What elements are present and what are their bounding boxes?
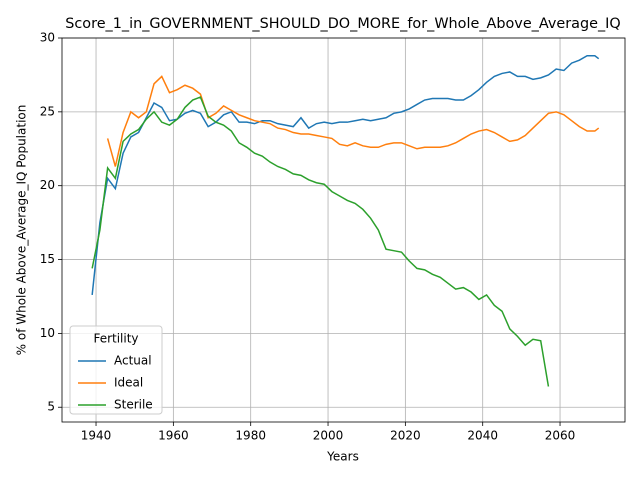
y-tick-label: 30 (40, 31, 55, 45)
x-tick-label: 2040 (467, 429, 498, 443)
x-tick-label: 2060 (545, 429, 576, 443)
y-tick-label: 10 (40, 326, 55, 340)
legend-label: Ideal (114, 376, 143, 390)
legend-label: Sterile (114, 398, 153, 412)
y-tick-label: 25 (40, 104, 55, 118)
x-axis-label: Years (326, 450, 359, 464)
legend-label: Actual (114, 354, 152, 368)
y-tick-label: 20 (40, 178, 55, 192)
x-tick-label: 1940 (81, 429, 112, 443)
line-series (91, 96, 550, 387)
y-axis-label: % of Whole Above_Average_IQ Population (15, 105, 29, 356)
legend-title: Fertility (93, 332, 138, 346)
line-series (91, 54, 600, 296)
line-series (106, 75, 600, 167)
legend: Fertility Actual Ideal Sterile (69, 325, 163, 415)
chart-title: Score_1_in_GOVERNMENT_SHOULD_DO_MORE_for… (65, 16, 621, 32)
x-tick-label: 1960 (158, 429, 189, 443)
y-tick-label: 15 (40, 252, 55, 266)
plot-frame (61, 37, 626, 423)
y-tick-label: 5 (47, 400, 55, 414)
x-tick-label: 2000 (313, 429, 344, 443)
x-tick-label: 2020 (390, 429, 421, 443)
x-tick-label: 1980 (235, 429, 266, 443)
legend-box (69, 325, 163, 415)
